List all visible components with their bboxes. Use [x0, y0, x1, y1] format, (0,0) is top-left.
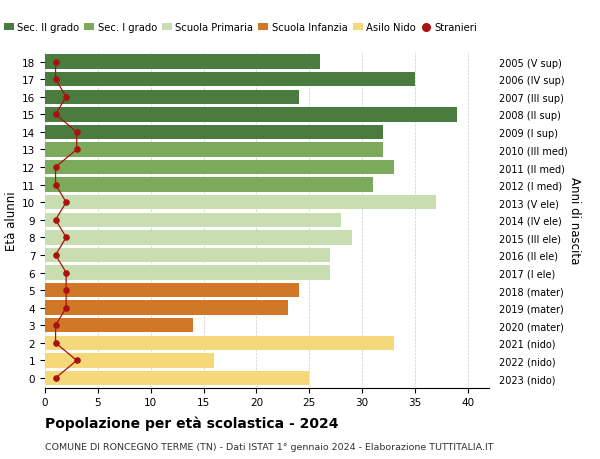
Point — [72, 129, 82, 136]
Bar — [45, 178, 373, 192]
Bar — [45, 108, 457, 122]
Y-axis label: Età alunni: Età alunni — [5, 190, 18, 250]
Point — [51, 112, 61, 119]
Bar — [45, 283, 299, 298]
Bar — [45, 196, 436, 210]
Point — [51, 164, 61, 171]
Point — [61, 234, 71, 241]
Point — [51, 76, 61, 84]
Y-axis label: Anni di nascita: Anni di nascita — [568, 177, 581, 264]
Bar — [45, 266, 331, 280]
Bar — [45, 353, 214, 368]
Bar — [45, 161, 394, 175]
Bar — [45, 248, 331, 263]
Point — [61, 199, 71, 207]
Point — [51, 340, 61, 347]
Point — [61, 287, 71, 294]
Bar — [45, 371, 309, 386]
Point — [61, 304, 71, 312]
Point — [51, 182, 61, 189]
Text: Popolazione per età scolastica - 2024: Popolazione per età scolastica - 2024 — [45, 415, 338, 430]
Bar — [45, 301, 288, 315]
Bar — [45, 73, 415, 87]
Bar — [45, 90, 299, 105]
Point — [51, 375, 61, 382]
Point — [61, 269, 71, 277]
Bar — [45, 231, 352, 245]
Bar — [45, 336, 394, 350]
Point — [72, 146, 82, 154]
Bar — [45, 125, 383, 140]
Bar — [45, 143, 383, 157]
Point — [51, 217, 61, 224]
Text: COMUNE DI RONCEGNO TERME (TN) - Dati ISTAT 1° gennaio 2024 - Elaborazione TUTTIT: COMUNE DI RONCEGNO TERME (TN) - Dati IST… — [45, 442, 493, 451]
Bar — [45, 319, 193, 333]
Point — [51, 59, 61, 66]
Point — [51, 322, 61, 329]
Point — [51, 252, 61, 259]
Bar — [45, 213, 341, 228]
Point — [61, 94, 71, 101]
Bar — [45, 55, 320, 70]
Legend: Sec. II grado, Sec. I grado, Scuola Primaria, Scuola Infanzia, Asilo Nido, Stran: Sec. II grado, Sec. I grado, Scuola Prim… — [0, 19, 481, 37]
Point — [72, 357, 82, 364]
